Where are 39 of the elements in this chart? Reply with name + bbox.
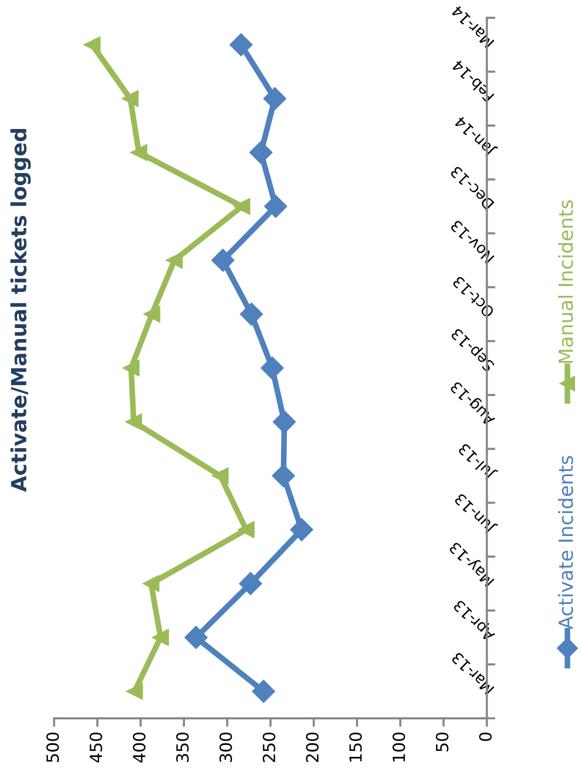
point [166,252,183,269]
x-tick-label: 300 [219,732,232,762]
point [264,194,288,218]
x-tick-label: 400 [132,732,146,762]
x-tick-label: 250 [262,732,276,762]
x-tick-label: 50 [436,732,448,752]
point [84,36,101,54]
point [126,682,143,700]
point [230,33,253,56]
point [212,467,229,484]
point [130,144,148,161]
point [122,360,140,376]
point [249,141,272,164]
x-tick-label: 350 [176,732,189,762]
point [122,90,139,107]
x-tick-label: 0 [479,732,492,741]
x-tick-label: 150 [349,732,362,762]
point [125,414,142,430]
text: Activate/Manual tickets logged [10,129,31,492]
point [240,302,263,326]
x-tick-label: 500 [46,732,59,762]
point [290,518,314,542]
point [238,521,255,538]
text: Manual Incidents [558,200,574,363]
point [152,629,169,646]
point [263,87,286,110]
point [272,410,296,434]
point [239,572,262,596]
x-tick-label: 200 [306,732,319,762]
point [252,680,276,703]
point [144,306,160,322]
x-tick-label: 450 [90,732,102,762]
point [234,198,250,215]
point [184,626,208,649]
point [260,356,284,380]
point [142,575,160,592]
text: Activate Incidents [558,456,574,630]
x-tick-label: 100 [392,732,406,762]
point [211,248,234,272]
